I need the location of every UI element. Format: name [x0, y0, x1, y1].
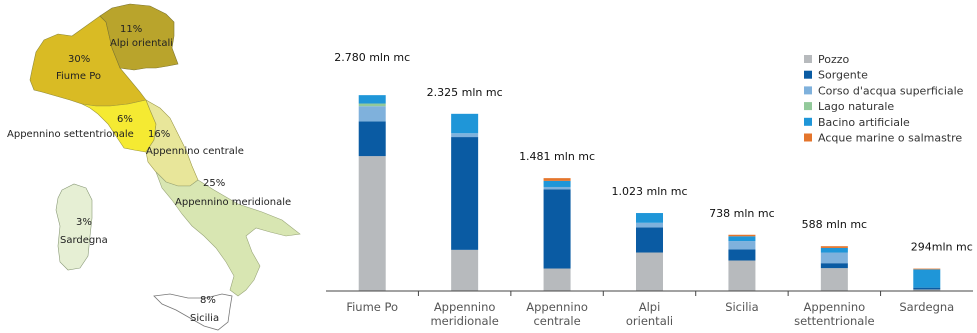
region-appennino-centrale	[145, 99, 199, 187]
category-label: Appennino meridionale	[430, 300, 498, 328]
bar-segment	[358, 106, 386, 122]
bar-segment	[820, 268, 848, 291]
bars-layer	[358, 95, 941, 291]
legend-label: Lago naturale	[818, 100, 894, 113]
legend-swatch	[804, 102, 812, 111]
bar-segment	[358, 121, 386, 157]
total-label: 294mln mc	[911, 241, 973, 254]
legend-label: Sorgente	[818, 69, 868, 82]
bar-segment	[636, 222, 663, 228]
bar-segment	[358, 156, 386, 291]
pct-sardegna: 3%	[76, 217, 92, 228]
bar-segment	[451, 249, 479, 291]
legend-swatch	[804, 70, 812, 79]
bar-segment	[913, 287, 941, 290]
legend-swatch	[804, 133, 812, 142]
stacked-bar-chart: Fiume Po Appennino meridionale Appennino cen…	[326, 51, 973, 328]
total-label: 1.481 mln mc	[519, 150, 595, 163]
bar-segment	[636, 252, 663, 291]
total-label: 2.325 mln mc	[427, 86, 503, 99]
name-alpi-orientali: Alpi orientali	[110, 38, 173, 49]
bar-segment	[543, 180, 571, 187]
bar-segment	[358, 103, 386, 107]
name-appennino-settentrionale: Appennino settentrionale	[7, 129, 134, 140]
bar-segment	[358, 95, 386, 104]
region-sicilia	[153, 293, 233, 331]
region-appennino-settentrionale	[81, 99, 157, 153]
region-sardegna	[55, 183, 93, 271]
bar-segment	[728, 236, 756, 242]
bar-segment	[451, 133, 479, 138]
bar-segment	[636, 227, 663, 253]
legend-swatch	[804, 117, 812, 126]
bar-segment	[728, 234, 756, 237]
bar-segment	[820, 246, 848, 248]
name-fiume-po: Fiume Po	[56, 71, 101, 82]
pct-fiume-po: 30%	[68, 54, 90, 65]
bar-segment	[820, 247, 848, 253]
name-sicilia: Sicilia	[190, 313, 219, 324]
legend-label: Corso d'acqua superficiale	[818, 84, 964, 97]
bar-segment	[543, 189, 571, 269]
bar-segment	[728, 260, 756, 291]
legend-label: Bacino artificiale	[818, 116, 910, 129]
legend-swatch	[804, 86, 812, 95]
legend-swatch	[804, 55, 812, 63]
name-appennino-meridionale: Appennino meridionale	[175, 197, 291, 208]
italy-map: 11% Alpi orientali 30% Fiume Po 6% Appen…	[7, 3, 301, 331]
total-label: 2.780 mln mc	[334, 51, 410, 64]
bar-segment	[728, 241, 756, 250]
bar-segment	[543, 268, 571, 291]
bar-segment	[913, 289, 941, 291]
category-labels: Fiume Po Appennino meridionale Appennino cen…	[346, 300, 954, 328]
category-label: Sardegna	[899, 300, 954, 314]
total-label: 1.023 mln mc	[612, 185, 688, 198]
legend-label: Acque marine o salmastre	[818, 132, 962, 145]
category-label: Sicilia	[725, 300, 758, 314]
name-appennino-centrale: Appennino centrale	[146, 146, 244, 157]
category-label: Appennino settentrionale	[794, 300, 875, 328]
region-alpi-orientali	[99, 3, 179, 71]
legend: Pozzo Sorgente Corso d'acqua superficiale L…	[804, 53, 964, 145]
bar-segment	[543, 178, 571, 181]
category-label: Fiume Po	[346, 300, 398, 314]
pct-appennino-centrale: 16%	[148, 129, 170, 140]
bar-segment	[728, 249, 756, 261]
pct-alpi-orientali: 11%	[120, 24, 142, 35]
bar-segment	[820, 263, 848, 269]
bar-segment	[820, 252, 848, 264]
category-label: Appennino centrale	[526, 300, 588, 328]
total-label: 738 mln mc	[709, 207, 775, 220]
bar-segment	[451, 137, 479, 250]
name-sardegna: Sardegna	[60, 235, 108, 246]
pct-sicilia: 8%	[200, 295, 216, 306]
total-label: 588 mln mc	[802, 218, 868, 231]
bar-segment	[543, 186, 571, 190]
pct-appennino-settentrionale: 6%	[117, 114, 133, 125]
bar-segment	[636, 213, 663, 223]
x-ticks	[417, 291, 882, 296]
bar-segment	[451, 113, 479, 134]
category-label: Alpi orientali	[626, 300, 673, 328]
total-labels: 2.780 mln mc 2.325 mln mc 1.481 mln mc 1.02…	[334, 51, 973, 253]
bar-segment	[913, 269, 941, 288]
pct-appennino-meridionale: 25%	[203, 178, 225, 189]
region-appennino-meridionale	[155, 171, 301, 297]
bar-segment	[913, 268, 941, 270]
legend-label: Pozzo	[818, 53, 850, 66]
